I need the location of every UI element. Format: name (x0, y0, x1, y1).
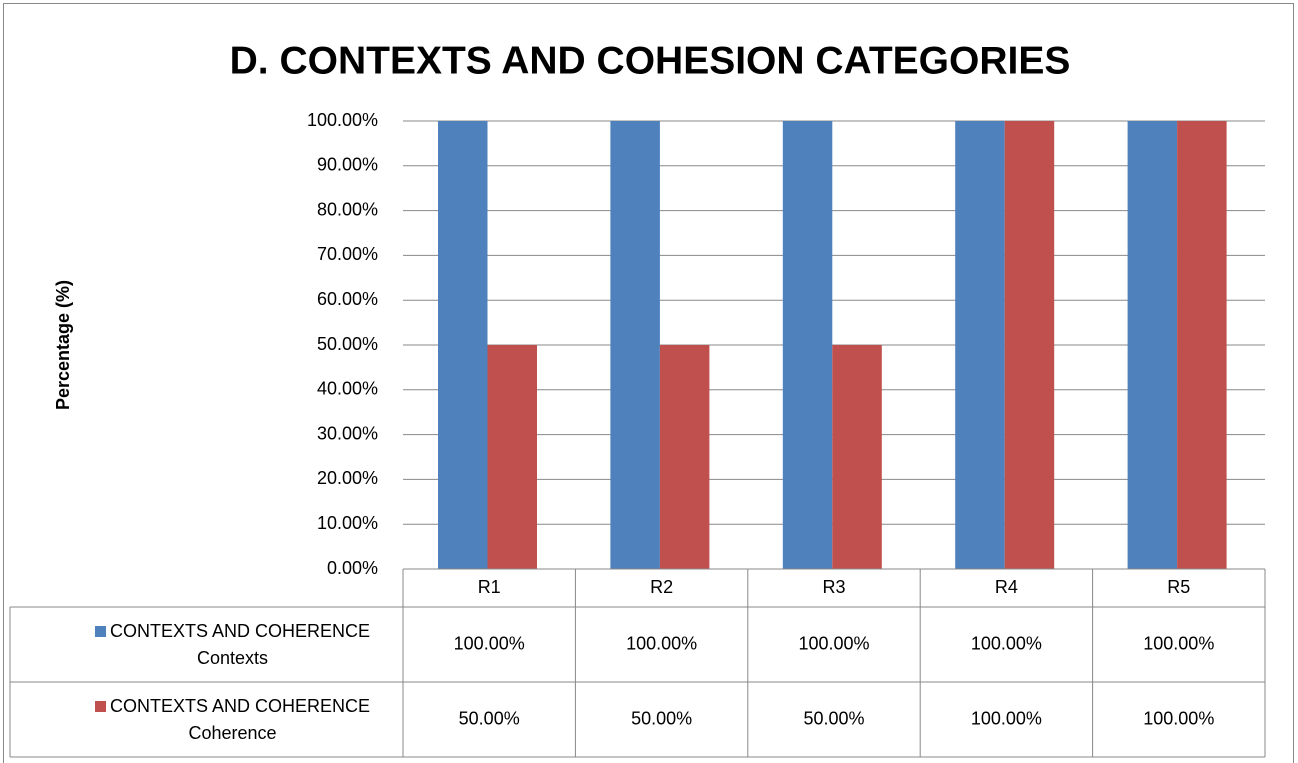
legend-swatch (94, 626, 106, 637)
y-axis-label: Percentage (%) (53, 280, 73, 410)
chart-title: D. CONTEXTS AND COHESION CATEGORIES (230, 39, 1071, 82)
y-tick-label: 30.00% (317, 423, 378, 443)
bar (1004, 121, 1055, 569)
data-label: 100.00% (454, 633, 525, 653)
y-tick-label: 90.00% (317, 155, 378, 175)
x-tick-label: R3 (822, 577, 845, 597)
bar (1127, 121, 1178, 569)
x-tick-label: R4 (995, 577, 1018, 597)
data-label: 50.00% (631, 708, 692, 728)
bar (438, 121, 488, 569)
data-label: 100.00% (971, 708, 1042, 728)
legend-entry: CONTEXTS AND COHERENCE Contexts (60, 618, 405, 672)
data-label: 50.00% (459, 708, 520, 728)
chart-border (3, 3, 1294, 763)
y-tick-label: 40.00% (317, 379, 378, 399)
data-label: 100.00% (1143, 708, 1214, 728)
legend-label: CONTEXTS AND COHERENCE Contexts (109, 621, 371, 668)
legend-label: CONTEXTS AND COHERENCE Coherence (109, 696, 371, 743)
y-tick-label: 0.00% (327, 558, 378, 578)
bar (659, 345, 710, 569)
data-label: 100.00% (1143, 633, 1214, 653)
bar (955, 121, 1005, 569)
data-label: 100.00% (971, 633, 1042, 653)
x-tick-label: R1 (478, 577, 501, 597)
bar (487, 345, 537, 569)
legend-entry: CONTEXTS AND COHERENCE Coherence (60, 693, 405, 747)
y-tick-label: 60.00% (317, 289, 378, 309)
y-tick-label: 100.00% (307, 110, 378, 130)
data-label: 50.00% (803, 708, 864, 728)
y-tick-label: 80.00% (317, 199, 378, 219)
bar (832, 345, 882, 569)
data-label: 100.00% (798, 633, 869, 653)
data-label: 100.00% (626, 633, 697, 653)
y-tick-label: 20.00% (317, 468, 378, 488)
bar (1177, 121, 1227, 569)
y-tick-label: 10.00% (317, 513, 378, 533)
bar (610, 121, 660, 569)
x-tick-label: R2 (650, 577, 673, 597)
bar (782, 121, 833, 569)
legend-swatch (94, 701, 106, 712)
y-tick-label: 70.00% (317, 244, 378, 264)
y-tick-label: 50.00% (317, 334, 378, 354)
x-tick-label: R5 (1167, 577, 1190, 597)
